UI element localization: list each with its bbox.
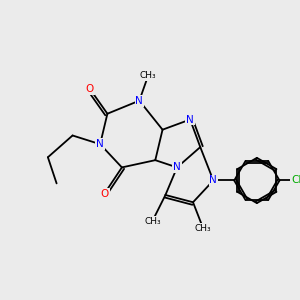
Text: O: O <box>86 84 94 94</box>
Text: N: N <box>173 162 181 172</box>
Text: N: N <box>209 176 217 185</box>
Text: Cl: Cl <box>292 176 300 185</box>
Text: N: N <box>186 115 194 124</box>
Text: O: O <box>100 188 109 199</box>
Text: N: N <box>96 139 104 149</box>
Text: N: N <box>135 96 143 106</box>
Text: CH₃: CH₃ <box>140 71 156 80</box>
Text: CH₃: CH₃ <box>195 224 211 233</box>
Text: CH₃: CH₃ <box>144 217 161 226</box>
